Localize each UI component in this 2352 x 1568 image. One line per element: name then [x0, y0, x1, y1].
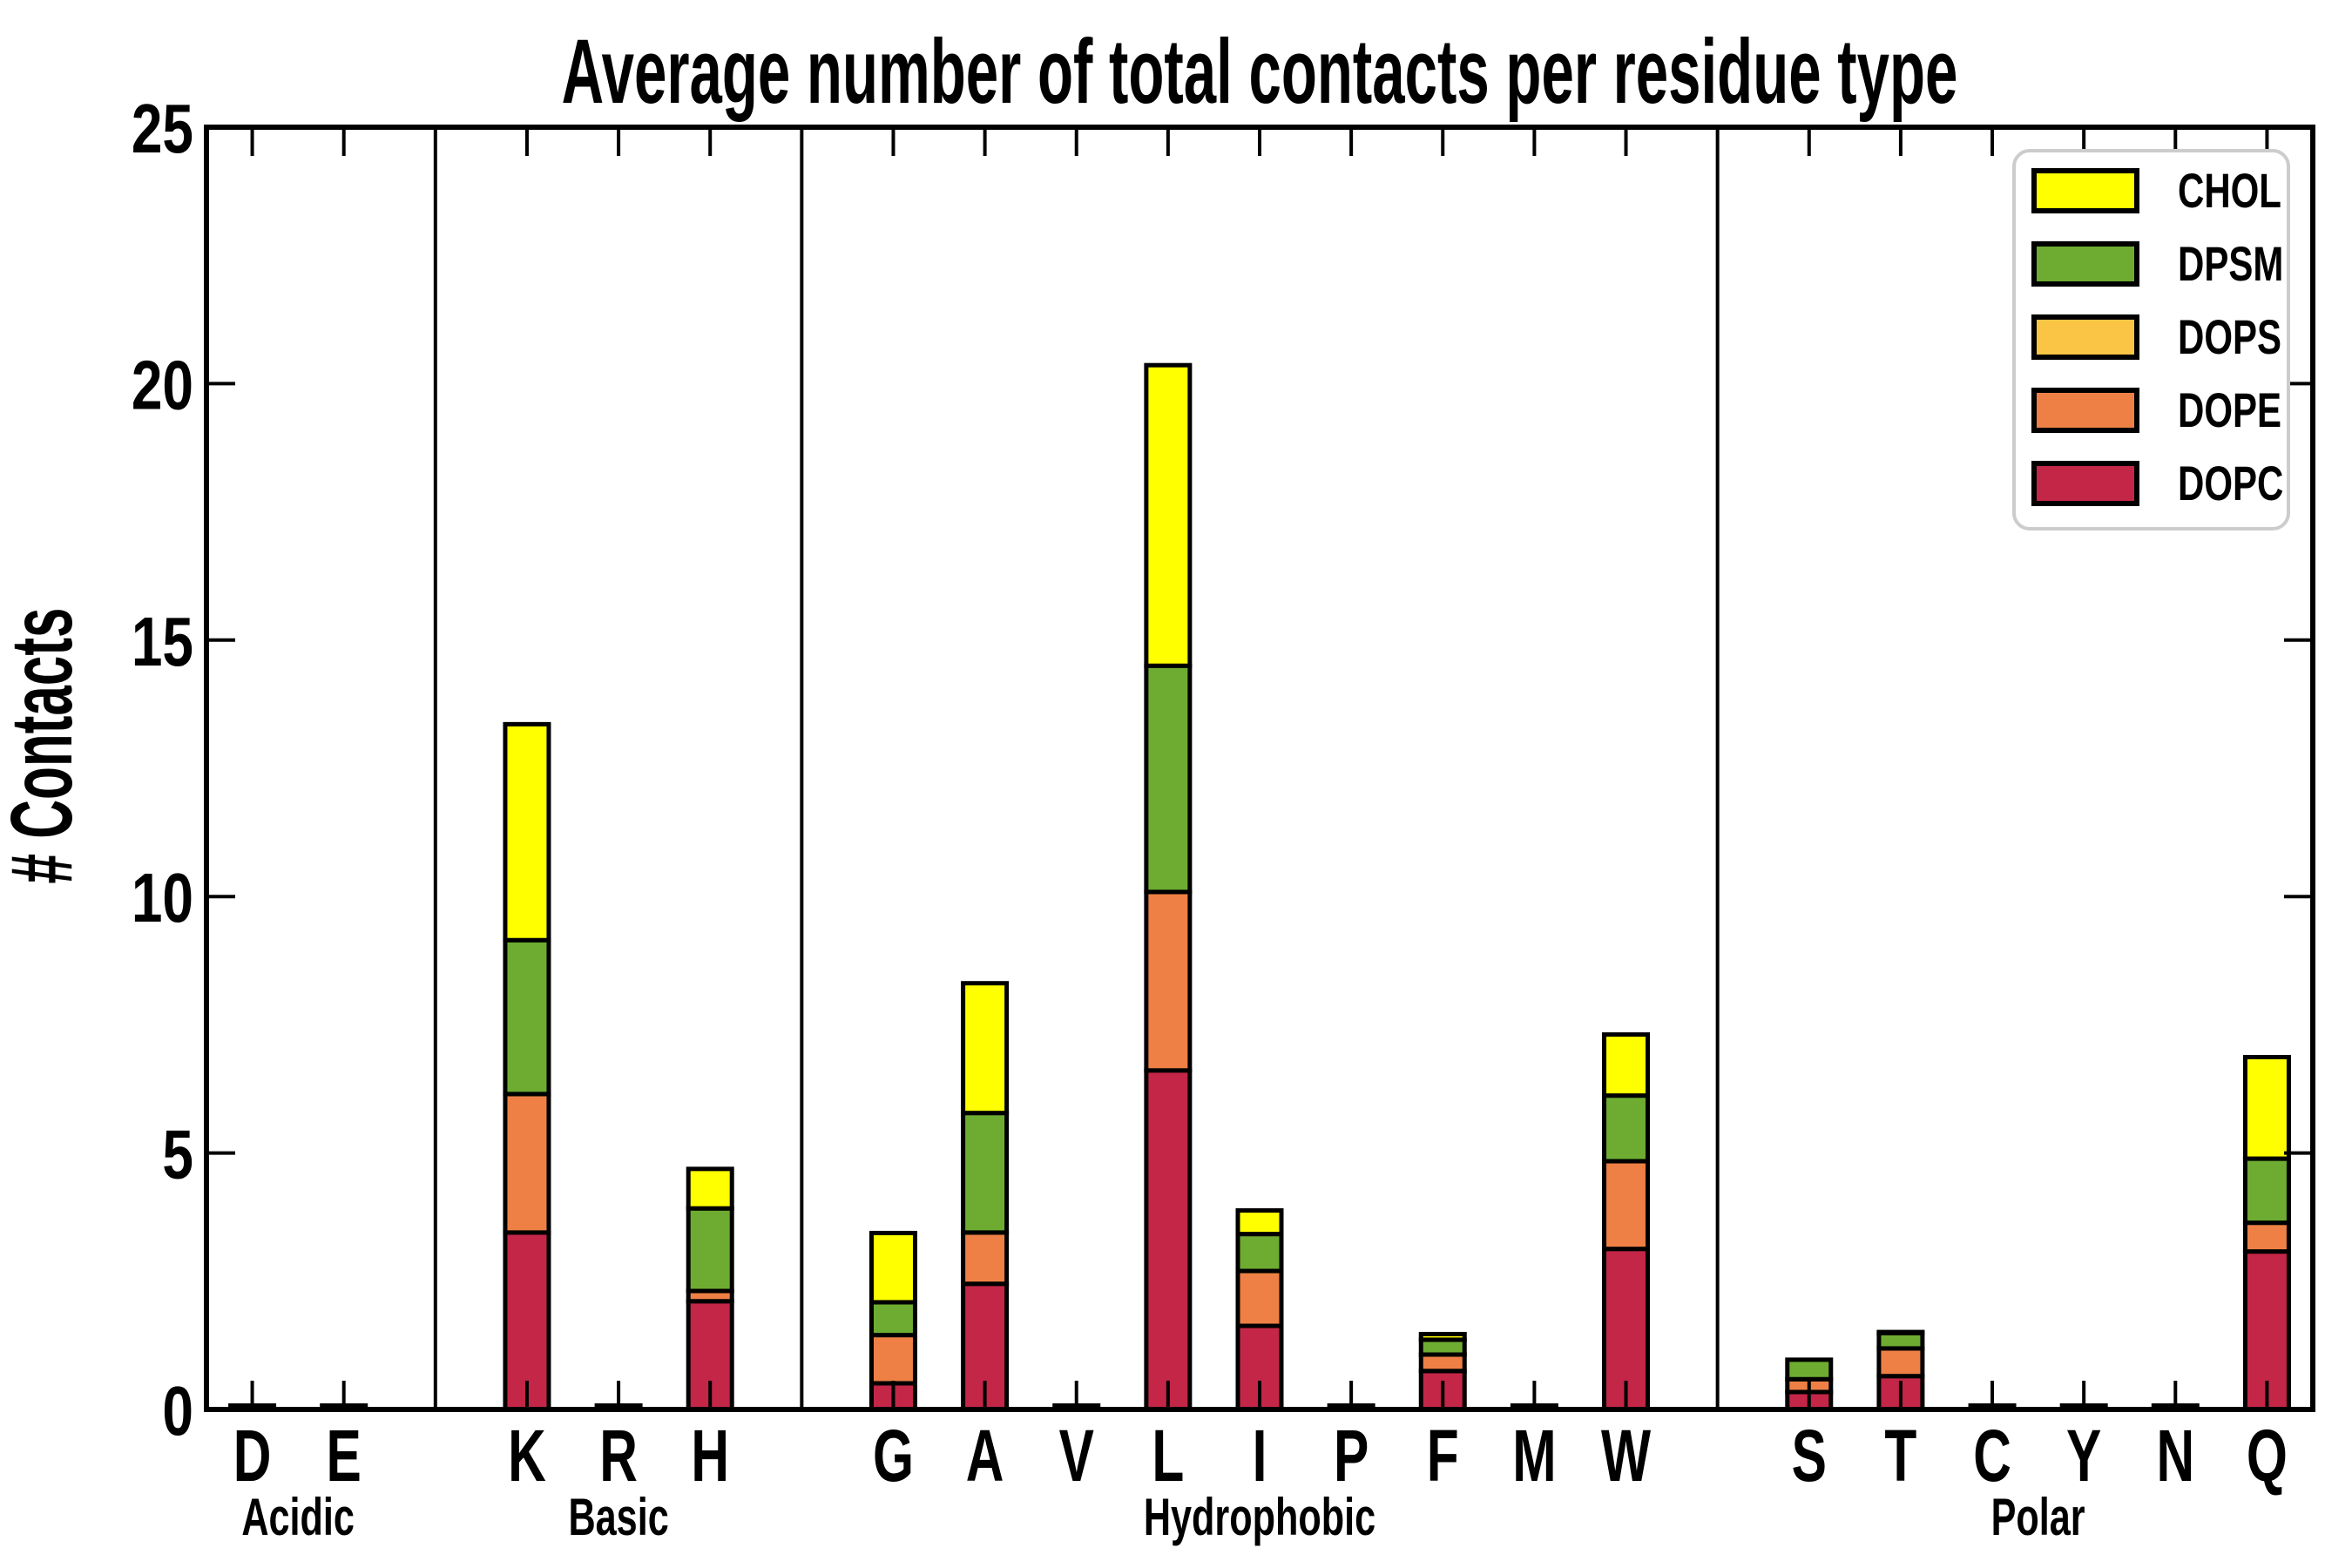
y-tick-label-5: 5 [162, 1116, 193, 1193]
y-tick-label-15: 15 [132, 603, 193, 680]
bar-segment-Q-CHOL [2242, 1054, 2291, 1161]
chart-title: Average number of total contacts per res… [562, 20, 1958, 123]
bar-segment-T-CHOL [1876, 1329, 1925, 1335]
group-label-basic: Basic [568, 1489, 668, 1547]
legend-swatch-chol [2031, 168, 2139, 213]
legend-label-dopc: DOPC [2178, 456, 2283, 510]
bar-segment-K-CHOL [503, 721, 551, 943]
x-tick-label-Y: Y [2066, 1415, 2101, 1497]
bar-segment-L-DPSM [1144, 663, 1193, 895]
bar-segment-T-DPSM [1876, 1330, 1925, 1351]
x-tick-label-L: L [1152, 1415, 1184, 1497]
x-tick-label-F: F [1427, 1415, 1459, 1497]
x-tick-label-T: T [1884, 1415, 1916, 1497]
bar-segment-A-DPSM [961, 1111, 1010, 1235]
legend-label-dpsm: DPSM [2178, 237, 2283, 291]
x-tick-label-R: R [599, 1415, 638, 1497]
y-tick-label-10: 10 [132, 859, 193, 936]
bar-segment-L-CHOL [1144, 362, 1193, 668]
bar-segment-F-DOPE [1418, 1352, 1467, 1374]
bar-segment-K-DOPE [503, 1092, 551, 1235]
x-tick-label-Q: Q [2247, 1415, 2288, 1497]
group-label-hydrophobic: Hydrophobic [1144, 1489, 1375, 1547]
legend-swatch-dpsm [2031, 241, 2139, 287]
bar-segment-G-DPSM [868, 1300, 917, 1338]
legend-swatch-dopc [2031, 461, 2139, 506]
bar-segment-Q-DOPE [2242, 1220, 2291, 1254]
bar-segment-L-DOPE [1144, 889, 1193, 1073]
legend-label-chol: CHOL [2178, 164, 2281, 218]
x-tick-label-P: P [1334, 1415, 1369, 1497]
bar-segment-G-DOPE [868, 1333, 917, 1386]
bar-segment-H-DPSM [686, 1206, 734, 1294]
bar-segment-K-DOPC [503, 1230, 551, 1412]
bar-segment-G-CHOL [868, 1230, 917, 1305]
x-tick-label-G: G [873, 1415, 914, 1497]
bar-segment-S-DPSM [1785, 1357, 1834, 1382]
y-tick-label-25: 25 [132, 90, 193, 167]
y-tick-label-0: 0 [162, 1372, 193, 1450]
y-tick-label-20: 20 [132, 347, 193, 424]
x-tick-label-H: H [691, 1415, 729, 1497]
x-tick-label-V: V [1059, 1415, 1094, 1497]
x-tick-label-K: K [508, 1415, 546, 1497]
x-tick-label-A: A [966, 1415, 1004, 1497]
bar-segment-F-DPSM [1418, 1337, 1467, 1357]
group-label-polar: Polar [1991, 1489, 2085, 1547]
bar-segment-H-CHOL [686, 1166, 734, 1211]
bar-segment-W-DPSM [1602, 1093, 1651, 1164]
x-tick-label-N: N [2156, 1415, 2194, 1497]
x-tick-label-I: I [1253, 1415, 1267, 1497]
y-axis-label: # Contacts [0, 608, 91, 884]
x-tick-label-W: W [1601, 1415, 1651, 1497]
bar-segment-W-CHOL [1602, 1032, 1651, 1098]
bar-segment-I-CHOL [1235, 1208, 1284, 1237]
x-tick-label-M: M [1512, 1415, 1556, 1497]
bar-segment-I-DPSM [1235, 1232, 1284, 1274]
x-tick-label-C: C [1973, 1415, 2011, 1497]
bar-segment-W-DOPE [1602, 1159, 1651, 1252]
legend-label-dops: DOPS [2178, 310, 2281, 364]
plot-frame [204, 125, 2315, 1412]
bar-segment-T-DOPE [1876, 1346, 1925, 1379]
x-tick-label-D: D [233, 1415, 272, 1497]
bar-segment-Q-DPSM [2242, 1156, 2291, 1226]
legend-swatch-dops [2031, 314, 2139, 360]
x-tick-label-E: E [327, 1415, 362, 1497]
bar-segment-F-CHOL [1418, 1331, 1467, 1342]
bar-segment-I-DOPE [1235, 1268, 1284, 1328]
legend-swatch-dope [2031, 388, 2139, 433]
bar-segment-A-DOPE [961, 1230, 1010, 1287]
bar-segment-L-DOPC [1144, 1068, 1193, 1412]
bar-segment-K-DPSM [503, 937, 551, 1097]
legend-label-dope: DOPE [2178, 383, 2281, 437]
x-tick-label-S: S [1792, 1415, 1827, 1497]
bar-segment-A-CHOL [961, 981, 1010, 1116]
group-label-acidic: Acidic [241, 1489, 355, 1547]
